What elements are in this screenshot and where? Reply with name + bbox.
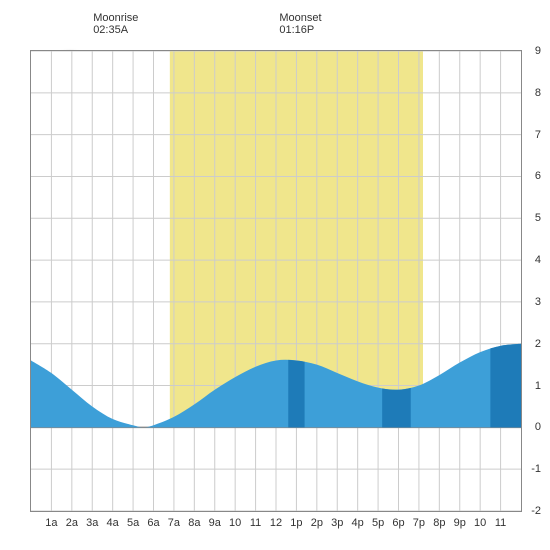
moonset-label: Moonset 01:16P [279, 12, 321, 36]
x-tick-label: 8a [188, 517, 200, 529]
x-tick-label: 6p [392, 517, 404, 529]
x-tick-label: 4a [107, 517, 119, 529]
y-tick-label: 8 [535, 87, 541, 99]
moonrise-title: Moonrise [93, 12, 138, 24]
moonrise-label: Moonrise 02:35A [93, 12, 138, 36]
y-tick-label: 7 [535, 129, 541, 141]
x-tick-label: 10 [474, 517, 486, 529]
x-tick-label: 1a [45, 517, 57, 529]
moonset-time: 01:16P [279, 24, 321, 36]
x-tick-label: 7a [168, 517, 180, 529]
y-tick-label: 6 [535, 170, 541, 182]
y-tick-label: 5 [535, 212, 541, 224]
x-tick-label: 1p [290, 517, 302, 529]
x-tick-label: 11 [495, 517, 506, 529]
moonrise-time: 02:35A [93, 24, 138, 36]
x-tick-label: 2a [66, 517, 78, 529]
y-tick-label: 2 [535, 338, 541, 350]
x-tick-label: 5p [372, 517, 384, 529]
x-tick-label: 3a [86, 517, 98, 529]
x-tick-label: 8p [433, 517, 445, 529]
x-tick-label: 5a [127, 517, 139, 529]
x-tick-label: 10 [229, 517, 241, 529]
chart-svg [31, 51, 521, 511]
y-tick-label: 9 [535, 45, 541, 57]
x-tick-label: 12 [270, 517, 282, 529]
tide-chart: Moonrise 02:35A Moonset 01:16P -2-101234… [10, 10, 540, 540]
y-tick-label: -2 [531, 505, 541, 517]
plot-area: -2-101234567891a2a3a4a5a6a7a8a9a1011121p… [30, 50, 522, 512]
x-tick-label: 3p [331, 517, 343, 529]
x-tick-label: 11 [250, 517, 261, 529]
x-tick-label: 4p [352, 517, 364, 529]
y-tick-label: 3 [535, 296, 541, 308]
x-tick-label: 9p [454, 517, 466, 529]
y-tick-label: -1 [531, 463, 541, 475]
moonset-title: Moonset [279, 12, 321, 24]
x-tick-label: 2p [311, 517, 323, 529]
x-tick-label: 6a [147, 517, 159, 529]
y-tick-label: 0 [535, 421, 541, 433]
y-tick-label: 1 [535, 380, 541, 392]
x-tick-label: 7p [413, 517, 425, 529]
x-tick-label: 9a [209, 517, 221, 529]
y-tick-label: 4 [535, 254, 541, 266]
